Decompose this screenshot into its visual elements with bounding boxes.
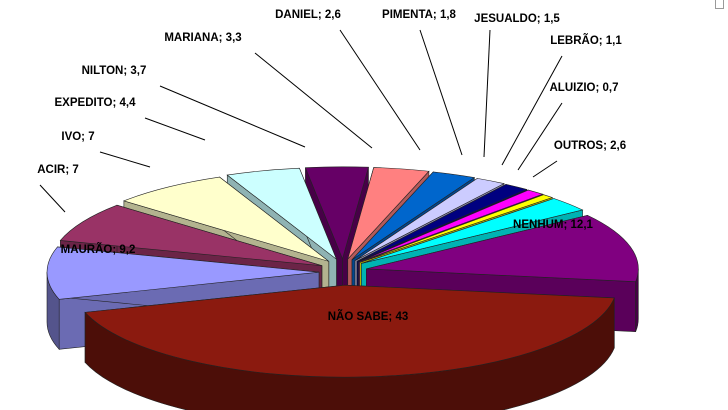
leader-line-5 [159, 85, 306, 148]
slice-daniel [351, 171, 476, 261]
slice-label-3: IVO; 7 [61, 131, 94, 143]
pie-tops [46, 166, 639, 378]
slice-label-0: NÃO SABE; 43 [328, 310, 409, 323]
slice-mariana [347, 167, 430, 260]
slice-nilton [304, 166, 369, 260]
leader-line-9 [483, 29, 491, 158]
slice-label-6: MARIANA; 3,3 [164, 32, 241, 44]
slice-ivo [122, 176, 329, 262]
slice-label-9: JESUALDO; 1,5 [474, 13, 560, 25]
window-corner-mark [715, 0, 724, 9]
leader-line-4 [144, 117, 206, 141]
slice-label-13: NENHUM; 12,1 [513, 219, 593, 231]
slice-label-4: EXPEDITO; 4,4 [55, 97, 137, 109]
leader-line-12 [532, 160, 558, 178]
slice-label-10: LEBRÃO; 1,1 [550, 34, 622, 47]
slice-label-11: ALUIZIO; 0,7 [549, 82, 618, 94]
slice-jesualdo [356, 184, 528, 262]
slice-aluizio [359, 194, 554, 263]
leader-line-3 [99, 151, 151, 168]
slice-label-1: MAURÃO; 9,2 [61, 243, 136, 256]
leader-line-10 [501, 55, 563, 166]
slice-n-o-sabe [84, 284, 615, 378]
slice-label-2: ACIR; 7 [37, 164, 79, 176]
slice-label-12: OUTROS; 2,6 [554, 140, 626, 152]
leader-line-7 [339, 29, 421, 151]
leader-line-6 [254, 52, 373, 149]
leader-line-2 [39, 184, 66, 213]
slice-pimenta [354, 178, 505, 261]
pie-leader-lines [39, 29, 563, 213]
slice-nenhum [366, 215, 639, 282]
slice-maur-o [46, 246, 320, 300]
slice-outros [361, 198, 584, 264]
slice-label-5: NILTON; 3,7 [82, 65, 147, 77]
slice-expedito [226, 167, 338, 261]
slice-lebr-o [358, 189, 544, 263]
pie-labels: NÃO SABE; 43 MAURÃO; 9,2 ACIR; 7 IVO; 7 EXPE… [37, 9, 626, 323]
slice-label-8: PIMENTA; 1,8 [382, 9, 457, 21]
leader-line-8 [419, 29, 463, 156]
slice-acir [59, 204, 322, 266]
leader-line-11 [517, 102, 563, 171]
slice-label-7: DANIEL; 2,6 [275, 9, 341, 21]
